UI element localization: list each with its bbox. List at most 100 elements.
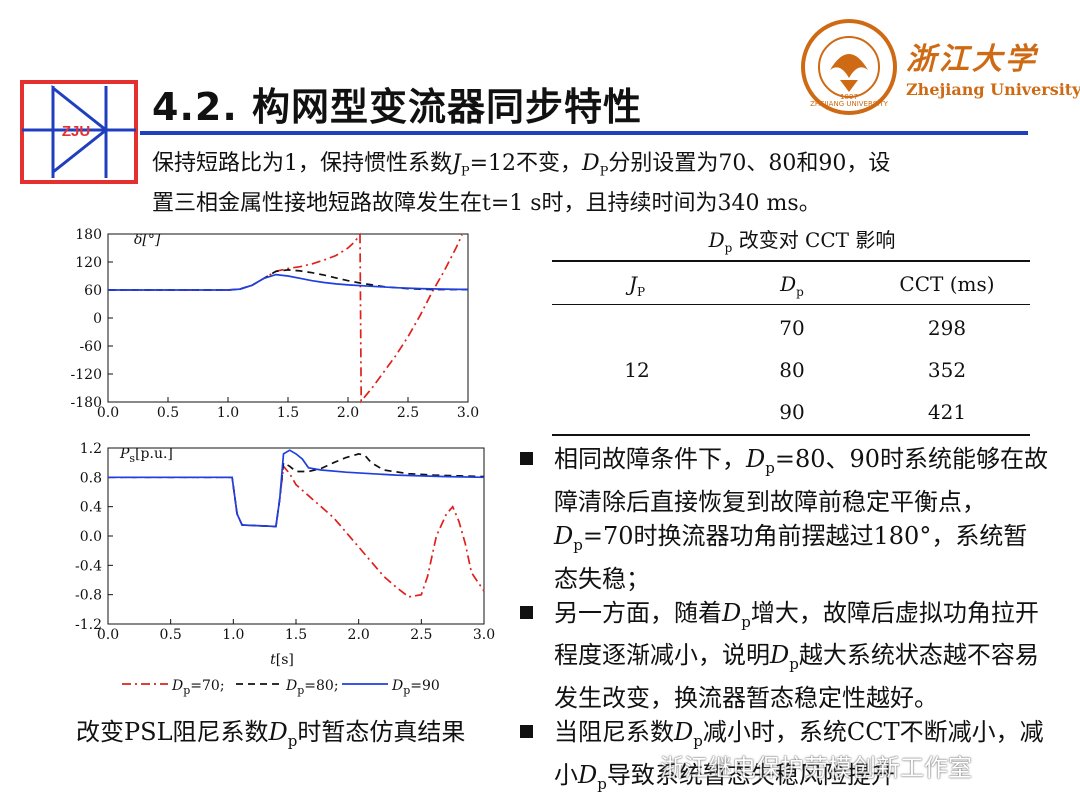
d-subscript: p — [597, 774, 607, 793]
power-chart: 0.0 0.5 1.0 1.5 2.0 2.5 3.0 1.2 0.8 0.4 0.0 -0.4 -0.… — [75, 441, 495, 697]
y-tick-label: 180 — [75, 227, 102, 243]
bullet-text: 减小时，系统CCT不断减小，减小 — [554, 718, 1044, 789]
bullet-list: 相同故障条件下，Dp=80、90时系统能够在故障清除后直接恢复到故障前稳定平衡点… — [520, 442, 1050, 801]
y-tick-label: 0.4 — [80, 500, 102, 516]
bullet-item: 相同故障条件下，Dp=80、90时系统能够在故障清除后直接恢复到故障前稳定平衡点… — [520, 442, 1050, 596]
table-cell-dp: 70 — [779, 316, 805, 340]
university-name-en: Zhejiang University — [906, 80, 1080, 99]
x-tick-label: 1.5 — [277, 405, 299, 421]
caption-d-symbol: D — [268, 718, 288, 746]
x-tick-label: 2.5 — [410, 627, 432, 643]
x-tick-label: 1.0 — [222, 627, 244, 643]
logo-text: ZJU — [62, 123, 90, 140]
y-axis-label: Ps[p.u.] — [119, 446, 173, 465]
d-symbol: D — [746, 445, 766, 473]
d-subscript: p — [765, 458, 775, 477]
university-name-cn: 浙江大学 — [906, 42, 1038, 77]
title-divider — [140, 131, 1028, 135]
bullet-square-icon — [520, 452, 533, 465]
delta-chart: 0.0 0.5 1.0 1.5 2.0 2.5 3.0 180 120 60 0 -60 -120 -18… — [71, 227, 480, 421]
intro-text: 分别设置为70、80和90，设 — [608, 151, 891, 176]
y-tick-label: -1.2 — [75, 617, 102, 633]
d-symbol: D — [770, 641, 790, 670]
table-title-sub: p — [724, 241, 733, 255]
table-header-dp: Dp — [742, 272, 842, 299]
j-symbol: J — [452, 151, 461, 176]
intro-text: 保持短路比为1，保持惯性系数 — [152, 151, 452, 176]
d-subscript: p — [693, 731, 703, 750]
x-tick-label: 2.0 — [348, 627, 370, 643]
y-tick-label: 120 — [75, 255, 102, 271]
x-tick-label: 2.0 — [337, 405, 359, 421]
series-line-70 — [108, 232, 463, 404]
bullet-text: =80、90时系统能够在故障清除后直接恢复到故障前稳定平衡点， — [554, 445, 1049, 516]
x-axis-label: t[s] — [270, 652, 294, 668]
x-tick-label: 1.0 — [217, 405, 239, 421]
table-cell-cct: 298 — [927, 316, 967, 340]
emblem-year: 1897 — [840, 93, 858, 101]
university-emblem: ZHEJIANG UNIVERSITY 1897 — [801, 19, 897, 115]
table-header-jp: JP — [592, 272, 682, 299]
cct-table: Dp 改变对 CCT 影响 JP Dp CCT (ms) 12 70 298 8… — [552, 220, 1032, 440]
legend-label: Dp=90 — [391, 678, 440, 697]
bullet-text: =70时换流器功角前摆越过180°，系统暂态失稳； — [554, 521, 1028, 593]
series-line-90 — [108, 449, 485, 528]
table-cell-dp: 90 — [779, 400, 805, 424]
table-cell-jp: 12 — [624, 358, 650, 382]
d-symbol: D — [578, 760, 598, 789]
y-axis-label: δ[°] — [134, 232, 161, 248]
header-d: D — [780, 272, 797, 296]
x-tick-label: 1.5 — [285, 627, 307, 643]
bullet-text: 导致系统暂态失稳风险提升 — [606, 760, 895, 789]
table-title-text: 改变对 CCT 影响 — [732, 228, 896, 252]
watermark-text: 浙江继电保护劳模创新工作室 — [660, 754, 972, 782]
plot-frame — [107, 233, 469, 403]
bullet-text: 相同故障条件下， — [554, 445, 746, 473]
caption-text: 改变PSL阻尼系数 — [76, 718, 269, 746]
table-top-rule — [552, 260, 1030, 262]
d-symbol: D — [674, 718, 694, 747]
x-tick-label: 3.0 — [473, 627, 495, 643]
bullet-square-icon — [520, 725, 533, 739]
zju-logo: ZJU — [20, 80, 138, 184]
header-j-sub: P — [636, 285, 646, 299]
table-header-cct: CCT (ms) — [899, 272, 995, 296]
bullet-text: 越大系统状态越不容易发生改变，换流器暂态稳定性越好。 — [554, 641, 1039, 713]
y-tick-label: -120 — [71, 367, 102, 383]
header-d-sub: p — [796, 285, 804, 299]
plot-frame — [107, 447, 485, 625]
y-tick-label: 0.0 — [80, 529, 102, 545]
x-tick-label: 0.0 — [97, 627, 119, 643]
y-tick-label: -0.4 — [75, 558, 102, 574]
y-tick-label: 1.2 — [80, 441, 102, 457]
figure-caption: 改变PSL阻尼系数Dp时暂态仿真结果 — [76, 712, 465, 750]
j-subscript: P — [460, 164, 470, 180]
bullet-square-icon — [520, 605, 533, 619]
d-symbol: D — [722, 598, 742, 627]
slide-title: 4.2. 构网型变流器同步特性 — [152, 85, 642, 129]
table-cell-dp: 80 — [779, 358, 805, 382]
legend-label: Dp=70; — [171, 678, 225, 697]
intro-text: =12不变， — [469, 151, 583, 176]
x-tick-label: 3.0 — [457, 405, 479, 421]
intro-text: 置三相金属性接地短路故障发生在t=1 s时，且持续时间为340 ms。 — [152, 191, 821, 217]
bullet-text: 增大，故障后虚拟功角拉开程度逐渐减小，说明 — [554, 598, 1039, 670]
legend-label: Dp=80; — [285, 678, 339, 697]
caption-d-subscript: p — [287, 731, 298, 750]
bullet-text: 另一方面，随着 — [554, 598, 722, 627]
y-tick-label: 0 — [93, 311, 102, 327]
table-cell-cct: 352 — [927, 358, 967, 382]
y-tick-label: -180 — [71, 395, 102, 411]
table-bottom-rule — [552, 434, 1030, 436]
series-line-80 — [108, 269, 468, 291]
x-tick-label: 0.0 — [97, 405, 119, 421]
table-title-d: D — [708, 228, 725, 252]
d-subscript: p — [741, 612, 751, 631]
table-mid-rule — [552, 304, 1030, 305]
y-tick-label: 60 — [84, 283, 102, 299]
d-symbol: D — [554, 521, 574, 550]
x-tick-label: 0.5 — [160, 627, 182, 643]
series-line-70 — [108, 464, 485, 598]
y-tick-label: 0.8 — [80, 470, 102, 486]
header-j: J — [628, 272, 637, 296]
